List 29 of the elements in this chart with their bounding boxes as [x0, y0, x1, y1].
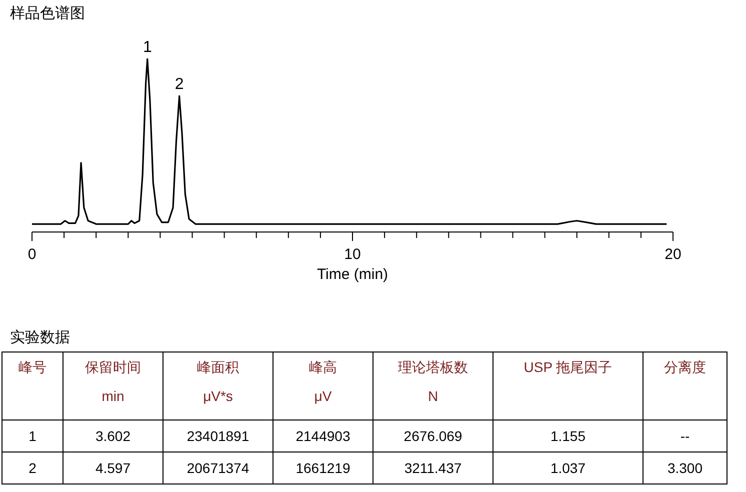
text: 实验数据 [10, 329, 70, 346]
text: USP 拖尾因子 [524, 359, 612, 375]
text: 分离度 [664, 359, 706, 375]
text: 2676.069 [404, 428, 462, 444]
text: 3.300 [667, 460, 703, 476]
text: 2144903 [296, 428, 350, 444]
x-axis-title: Time (min) [316, 266, 388, 283]
text: 峰号 [18, 359, 46, 375]
text: 峰高 μV [309, 359, 337, 404]
annotation: 2 [174, 76, 184, 94]
chart-title: 样品色谱图 [10, 5, 85, 22]
text: 1.155 [550, 428, 586, 444]
text: 3.602 [95, 428, 131, 444]
text: 4.597 [95, 460, 131, 476]
text: 保留时间 min [85, 359, 141, 404]
x-tick-label: 20 [664, 246, 682, 263]
text: 20671374 [186, 460, 250, 476]
text: 1661219 [296, 460, 350, 476]
text: 1.037 [550, 460, 586, 476]
annotation: 1 [142, 39, 152, 56]
text: -- [680, 428, 690, 444]
text: 23401891 [186, 428, 250, 444]
x-tick-label: 10 [344, 246, 361, 263]
text: 峰面积 μV*s [197, 359, 239, 404]
text: 理论塔板数 N [398, 359, 468, 404]
x-tick-label: 0 [28, 246, 36, 263]
text: 1 [28, 428, 37, 444]
text: 3211.437 [404, 460, 462, 476]
text: 2 [28, 460, 37, 476]
